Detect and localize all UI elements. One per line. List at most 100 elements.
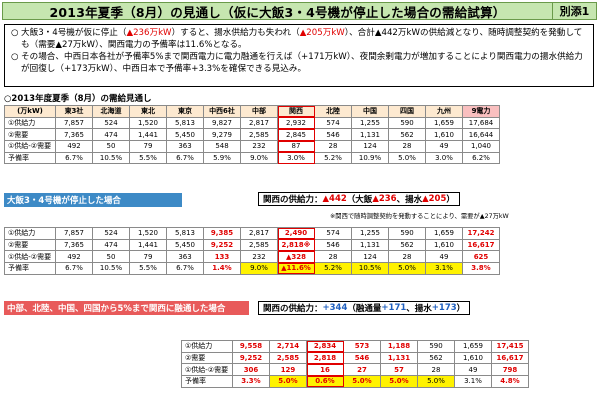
table-baseline: (万kW) 東3社 北海道 東北 東京 中西6社 中部 関西 北陸 中国 四国 …	[4, 105, 500, 165]
table-cell: 1,610	[425, 128, 463, 142]
table-cell: 492	[55, 250, 93, 264]
table-cell: 474	[92, 238, 130, 252]
table-cell: 546	[343, 351, 381, 365]
table-cell: 49	[425, 140, 463, 153]
table-cell: 1,520	[129, 116, 167, 130]
table-cell: 574	[314, 227, 352, 240]
table-cell: 548	[203, 140, 241, 153]
row-label: 予備率	[4, 151, 56, 165]
table-cell: 524	[92, 227, 130, 240]
table-interchange: ①供給力 9,558 2,714 2,834 573 1,188 590 1,659 17,41…	[181, 340, 529, 388]
table-cell: 27	[343, 363, 381, 377]
table-cell: 5.0%	[269, 375, 307, 388]
table-cell: 49	[425, 250, 463, 264]
table-cell: 625	[462, 250, 500, 264]
table-cell: 3.0%	[277, 151, 315, 165]
table-cell: 2,585	[269, 351, 307, 365]
footnote-demand-adjust: ※関西で随時調整契約を発動することにより、需要が▲27万kW	[330, 213, 509, 220]
table-cell: 546	[314, 238, 352, 252]
row-label: ②需要	[4, 128, 56, 142]
table-cell: 363	[166, 250, 204, 264]
table-cell: 9,827	[203, 116, 241, 130]
table-cell: 124	[351, 250, 389, 264]
row-label: ①供給力	[4, 227, 56, 240]
callout-kansai-gain: 関西の供給力： +344 （融通量 +171 、揚水 +173）	[258, 301, 471, 315]
table-row: ①供給力 9,558 2,714 2,834 573 1,188 590 1,659 17,41…	[181, 340, 529, 353]
table-cell: 5.2%	[314, 262, 352, 275]
table-cell: 6.7%	[55, 151, 93, 165]
table-cell: 28	[388, 140, 426, 153]
table-cell: 5,813	[166, 116, 204, 130]
table-cell: 5,813	[166, 227, 204, 240]
table-cell: 232	[240, 250, 278, 264]
table-cell: 574	[314, 116, 352, 130]
table-cell: 3.8%	[462, 262, 500, 275]
table-cell: 9,252	[232, 351, 270, 365]
table-cell: 50	[92, 250, 130, 264]
table-row: ①供給力 7,857 524 1,520 5,813 9,827 2,817 2,932 574…	[4, 116, 500, 130]
page-title: 2013年夏季（8月）の見通し（仮に大飯3・4号機が停止した場合の需給試算）	[49, 4, 506, 20]
table-cell: 87	[277, 140, 315, 153]
table-cell: 798	[491, 363, 529, 377]
table-cell: 16,617	[491, 351, 529, 365]
table-cell: 9,385	[203, 227, 241, 240]
table-cell: 1,441	[129, 238, 167, 252]
table-cell: 0.6%	[306, 375, 344, 388]
table-cell: 5.9%	[203, 151, 241, 165]
table-cell: 5.0%	[388, 151, 426, 165]
row-label: ①供給-②需要	[4, 140, 56, 153]
table-cell: 3.3%	[232, 375, 270, 388]
table-cell: 10.5%	[351, 262, 389, 275]
table-cell: 6.2%	[462, 151, 500, 165]
table-cell: 2,714	[269, 340, 307, 353]
table-cell: 5.0%	[388, 262, 426, 275]
table-cell: 9,279	[203, 128, 241, 142]
table-cell: 562	[388, 128, 426, 142]
bullet-mark: ○	[11, 28, 19, 38]
table-cell: 2,818	[306, 351, 344, 365]
table-cell: 2,585	[240, 128, 278, 142]
table-cell: 2,817	[240, 227, 278, 240]
table-cell: 4.8%	[491, 375, 529, 388]
table-row: ①供給-②需要 306 129 16 27 57 28 49 798	[181, 363, 529, 377]
table-row: ②需要 9,252 2,585 2,818 546 1,131 562 1,610 16,617	[181, 351, 529, 365]
table-cell: 49	[454, 363, 492, 377]
table-cell: 6.7%	[55, 262, 93, 275]
table-cell: 10.5%	[92, 262, 130, 275]
table-cell: 10.5%	[92, 151, 130, 165]
bullet-mark: ○	[11, 52, 19, 62]
table-cell: 1,255	[351, 227, 389, 240]
table-cell: 5.5%	[129, 151, 167, 165]
table-cell: 16,617	[462, 238, 500, 252]
table-cell: 5,450	[166, 238, 204, 252]
table-cell: 2,490	[277, 227, 315, 240]
table-cell: 2,845	[277, 128, 315, 142]
table-cell: 590	[417, 340, 455, 353]
table-row: ②需要 7,365 474 1,441 5,450 9,252 2,585 2,818※ 546…	[4, 238, 500, 252]
table-cell: 1,131	[380, 351, 418, 365]
section1-heading: ○2013年度夏季（8月）の需給見通し	[4, 94, 152, 104]
table-cell: 1,040	[462, 140, 500, 153]
table-cell: 1,610	[454, 351, 492, 365]
table-cell: 524	[92, 116, 130, 130]
table-cell: 133	[203, 250, 241, 264]
table-cell: 6.7%	[166, 151, 204, 165]
table-cell: 5.0%	[343, 375, 381, 388]
table-cell: ▲11.6%	[277, 262, 315, 275]
table-cell: 1,441	[129, 128, 167, 142]
summary-box: ○ 大飯3・4号機が仮に停止（▲236万kW）すると、揚水供給力も失われ（▲20…	[4, 24, 594, 87]
table-cell: 5,450	[166, 128, 204, 142]
row-label: 予備率	[4, 262, 56, 275]
table-row: ①供給-②需要 492 50 79 363 133 232 ▲328 28 124 28 49 625	[4, 250, 500, 264]
unit-label: (万kW)	[4, 105, 56, 118]
scenario-band-shutdown: 大飯3・4号機が停止した場合	[4, 193, 182, 207]
table-cell: 1,131	[351, 238, 389, 252]
table-cell: 1,659	[454, 340, 492, 353]
table-cell: 5.2%	[314, 151, 352, 165]
table-cell: 2,932	[277, 116, 315, 130]
row-label: ①供給-②需要	[4, 250, 56, 264]
table-cell: 17,242	[462, 227, 500, 240]
row-label: ②需要	[4, 238, 56, 252]
row-label: ①供給-②需要	[181, 363, 233, 377]
table-row: ①供給力 7,857 524 1,520 5,813 9,385 2,817 2,490 574…	[4, 227, 500, 240]
